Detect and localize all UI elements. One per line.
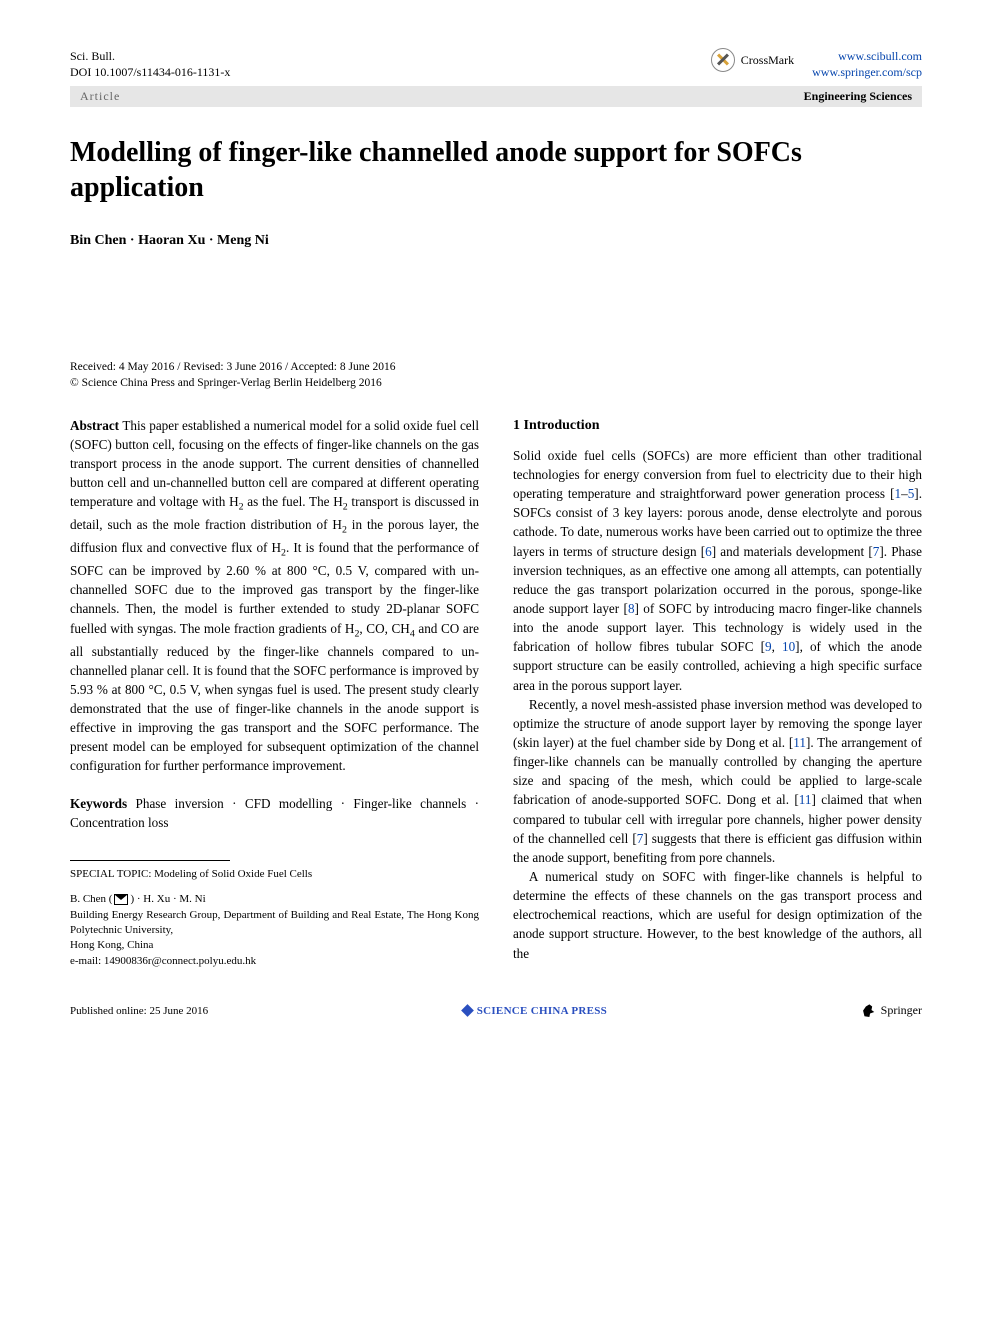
keywords-text: Phase inversion · CFD modelling · Finger…: [70, 796, 479, 830]
cite-6[interactable]: 6: [705, 544, 712, 559]
cite-8[interactable]: 8: [628, 601, 635, 616]
abstract-label: Abstract: [70, 418, 119, 433]
scibull-link[interactable]: www.scibull.com: [838, 49, 922, 63]
header-left: Sci. Bull. DOI 10.1007/s11434-016-1131-x: [70, 48, 230, 80]
footnote-separator: [70, 860, 230, 861]
dates-line2: © Science China Press and Springer-Verla…: [70, 375, 922, 391]
springer-horse-icon: [862, 1004, 876, 1018]
envelope-icon: [114, 894, 128, 905]
keywords-label: Keywords: [70, 796, 127, 811]
published-online: Published online: 25 June 2016: [70, 1005, 208, 1017]
springer-text: Springer: [881, 1003, 922, 1018]
diamond-icon: [461, 1004, 474, 1017]
springer-logo: Springer: [862, 1003, 922, 1018]
section-label: Engineering Sciences: [804, 89, 912, 104]
cite-9[interactable]: 9: [765, 639, 772, 654]
journal-abbrev: Sci. Bull.: [70, 48, 230, 64]
doi: DOI 10.1007/s11434-016-1131-x: [70, 64, 230, 80]
intro-heading: 1 Introduction: [513, 416, 922, 436]
corresponding-authors: B. Chen () · H. Xu · M. Ni: [70, 892, 479, 907]
crossmark-icon: [711, 48, 735, 72]
cite-11[interactable]: 11: [793, 735, 806, 750]
abstract-text-2: as the fuel. The H: [244, 494, 343, 509]
header-right: CrossMark www.scibull.com www.springer.c…: [711, 48, 922, 80]
article-title: Modelling of finger-like channelled anod…: [70, 135, 922, 205]
intro-para-3: A numerical study on SOFC with finger-li…: [513, 867, 922, 963]
special-topic: SPECIAL TOPIC: Modeling of Solid Oxide F…: [70, 867, 479, 882]
article-dates: Received: 4 May 2016 / Revised: 3 June 2…: [70, 359, 922, 391]
science-china-press-logo: SCIENCE CHINA PRESS: [463, 1005, 607, 1017]
abstract-text-7: and CO are all substantially reduced by …: [70, 621, 479, 774]
keywords-block: Keywords Phase inversion · CFD modelling…: [70, 794, 479, 832]
authors: Bin Chen · Haoran Xu · Meng Ni: [70, 233, 922, 249]
article-type-bar: Article Engineering Sciences: [70, 86, 922, 107]
scp-text: SCIENCE CHINA PRESS: [477, 1005, 607, 1017]
article-type-label: Article: [80, 89, 120, 104]
left-column: Abstract This paper established a numeri…: [70, 416, 479, 970]
crossmark-label: CrossMark: [741, 52, 794, 68]
footnote-block: SPECIAL TOPIC: Modeling of Solid Oxide F…: [70, 867, 479, 969]
right-column: 1 Introduction Solid oxide fuel cells (S…: [513, 416, 922, 970]
page-footer: Published online: 25 June 2016 SCIENCE C…: [70, 1003, 922, 1018]
intro-para-2: Recently, a novel mesh-assisted phase in…: [513, 695, 922, 867]
cite-10[interactable]: 10: [782, 639, 795, 654]
page-header: Sci. Bull. DOI 10.1007/s11434-016-1131-x…: [70, 48, 922, 80]
abstract: Abstract This paper established a numeri…: [70, 416, 479, 776]
affiliation-line1: Building Energy Research Group, Departme…: [70, 908, 479, 939]
affiliation-line2: Hong Kong, China: [70, 938, 479, 953]
crossmark-badge[interactable]: CrossMark: [711, 48, 794, 72]
abstract-text-6: , CO, CH: [359, 621, 409, 636]
corresponding-email: e-mail: 14900836r@connect.polyu.edu.hk: [70, 954, 479, 969]
intro-para-1: Solid oxide fuel cells (SOFCs) are more …: [513, 446, 922, 695]
springer-scp-link[interactable]: www.springer.com/scp: [812, 65, 922, 79]
dates-line1: Received: 4 May 2016 / Revised: 3 June 2…: [70, 359, 922, 375]
cite-11b[interactable]: 11: [799, 792, 812, 807]
